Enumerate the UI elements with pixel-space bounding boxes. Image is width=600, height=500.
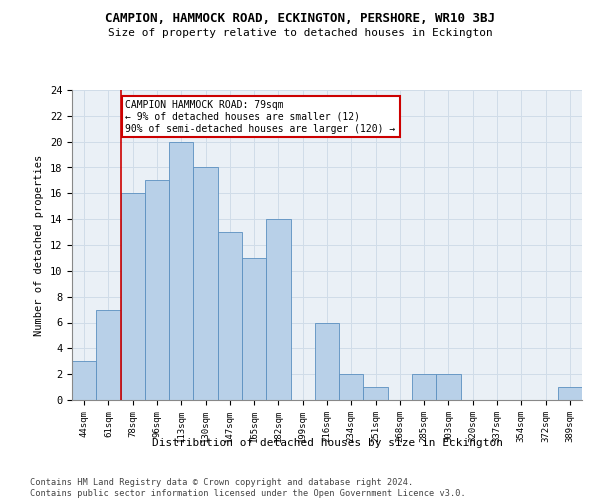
Bar xyxy=(266,219,290,400)
Bar xyxy=(436,374,461,400)
Y-axis label: Number of detached properties: Number of detached properties xyxy=(34,154,44,336)
Bar xyxy=(558,387,582,400)
Bar xyxy=(218,232,242,400)
Text: Size of property relative to detached houses in Eckington: Size of property relative to detached ho… xyxy=(107,28,493,38)
Text: Contains HM Land Registry data © Crown copyright and database right 2024.
Contai: Contains HM Land Registry data © Crown c… xyxy=(30,478,466,498)
Bar xyxy=(242,258,266,400)
Text: Distribution of detached houses by size in Eckington: Distribution of detached houses by size … xyxy=(151,438,503,448)
Bar xyxy=(193,168,218,400)
Bar xyxy=(72,361,96,400)
Bar xyxy=(145,180,169,400)
Bar xyxy=(169,142,193,400)
Bar xyxy=(121,194,145,400)
Bar xyxy=(315,322,339,400)
Text: CAMPION, HAMMOCK ROAD, ECKINGTON, PERSHORE, WR10 3BJ: CAMPION, HAMMOCK ROAD, ECKINGTON, PERSHO… xyxy=(105,12,495,26)
Bar xyxy=(96,310,121,400)
Bar xyxy=(364,387,388,400)
Bar xyxy=(339,374,364,400)
Text: CAMPION HAMMOCK ROAD: 79sqm
← 9% of detached houses are smaller (12)
90% of semi: CAMPION HAMMOCK ROAD: 79sqm ← 9% of deta… xyxy=(125,100,395,134)
Bar xyxy=(412,374,436,400)
